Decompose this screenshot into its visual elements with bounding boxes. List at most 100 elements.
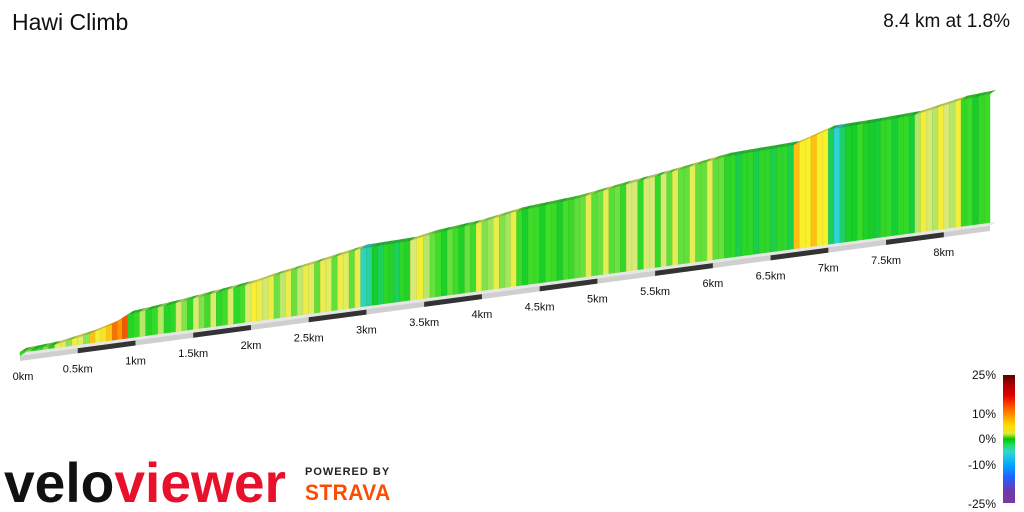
gradient-slice (404, 240, 411, 305)
gradient-slice-top (707, 156, 719, 162)
gradient-slice-top (262, 273, 275, 280)
gradient-slice-top (787, 141, 800, 147)
gradient-slice-top (834, 123, 846, 129)
distance-band (77, 340, 136, 354)
gradient-slice-top (747, 147, 760, 153)
gradient-slice (822, 129, 829, 249)
gradient-slice-top (689, 161, 702, 167)
gradient-slice-top (943, 99, 956, 106)
gradient-slice-top (337, 250, 350, 257)
gradient-slice (805, 137, 812, 251)
distance-tick-label: 7.5km (871, 255, 901, 267)
gradient-slice (568, 198, 575, 283)
gradient-slice-top (799, 135, 812, 143)
gradient-slice (556, 201, 563, 285)
gradient-slice (388, 243, 395, 307)
gradient-slice-top (423, 230, 436, 237)
gradient-slice-top (37, 343, 50, 349)
gradient-slice (348, 250, 356, 313)
gradient-slice-top (216, 287, 229, 293)
gradient-slice-top (404, 236, 417, 242)
legend-label-25: 25% (971, 368, 996, 382)
gradient-slice-top (441, 226, 454, 232)
gradient-slice (747, 151, 754, 259)
gradient-slice-top (145, 304, 158, 311)
gradient-slice (793, 142, 800, 253)
gradient-slice (868, 121, 875, 243)
gradient-slice (608, 187, 615, 278)
gradient-slice-top (250, 277, 263, 284)
gradient-slice (175, 301, 182, 336)
gradient-slice (880, 119, 887, 241)
distance-band (655, 263, 713, 276)
gradient-slice-top (354, 244, 367, 251)
gradient-slice-top (637, 175, 650, 182)
distance-tick-label: 0.5km (63, 363, 93, 375)
gradient-slice (972, 96, 979, 229)
gradient-slice (729, 154, 737, 262)
gradient-slice (828, 128, 835, 248)
gradient-slice (522, 208, 529, 289)
gradient-slice (724, 155, 731, 262)
gradient-slice-top (782, 142, 794, 147)
gradient-slice-top (851, 120, 864, 126)
gradient-slice-top (133, 307, 146, 314)
gradient-slice (978, 94, 985, 228)
gradient-slice (735, 153, 742, 261)
gradient-slice-top (481, 216, 494, 222)
page-title: Hawi Climb (12, 9, 129, 35)
gradient-slice-top (539, 201, 552, 207)
gradient-slice-top (505, 209, 517, 215)
strava-logo: STRAVA (305, 480, 391, 505)
gradient-slice (955, 99, 962, 231)
gradient-slice-top (620, 180, 633, 186)
gradient-slice-top (268, 271, 281, 278)
gradient-slice-top (476, 217, 488, 224)
gradient-slice (198, 295, 205, 333)
gradient-slice (776, 146, 783, 255)
gradient-slice (937, 105, 945, 234)
gradient-slice-top (60, 337, 73, 343)
gradient-slice-top (897, 112, 910, 118)
gradient-slice (273, 273, 281, 323)
gradient-slice (268, 275, 275, 323)
gradient-slice-top (343, 248, 356, 255)
gradient-slice (585, 193, 592, 281)
gradient-slice-top (816, 128, 829, 135)
gradient-slice-top (470, 219, 483, 226)
gradient-slice-top (394, 238, 406, 244)
gradient-slice (833, 127, 841, 248)
gradient-slice-top (164, 300, 177, 307)
gradient-slice-top (181, 296, 194, 302)
gradient-slice-top (730, 150, 742, 156)
gradient-slice (637, 179, 644, 274)
distance-band (308, 309, 367, 323)
gradient-slice (383, 243, 389, 308)
gradient-slice (908, 114, 916, 238)
gradient-slice-top (285, 266, 298, 273)
gradient-slice (920, 110, 927, 236)
gradient-slice-top (458, 222, 471, 228)
gradient-slice-top (874, 117, 887, 123)
gradient-slice-top (770, 143, 783, 149)
distance-axis-group: 0km 0.5km 1km 1.5km 2km 2.5km 3km 3.5km 4km 4.5km… (13, 247, 955, 383)
gradient-slice-top (453, 223, 465, 230)
legend-label-minus-25: -25% (967, 497, 996, 511)
gradient-slice (210, 292, 217, 331)
gradient-slice (960, 98, 968, 231)
distance-tick-label: 0km (13, 371, 34, 383)
distance-tick-label: 2.5km (294, 332, 324, 344)
gradient-slice (949, 101, 956, 232)
gradient-slice (360, 247, 367, 311)
gradient-slice-top (100, 322, 113, 330)
legend-label-10: 10% (971, 407, 996, 421)
gradient-slice-top (89, 327, 102, 334)
gradient-slice-top (712, 154, 725, 161)
gradient-slice (706, 159, 714, 265)
gradient-slice-top (256, 275, 269, 282)
gradient-slice-top (764, 144, 777, 150)
gradient-slice (631, 181, 638, 275)
climb-stats: 8.4 km at 1.8% (883, 11, 1010, 32)
gradient-slice (562, 200, 569, 284)
gradient-slice (133, 311, 140, 342)
